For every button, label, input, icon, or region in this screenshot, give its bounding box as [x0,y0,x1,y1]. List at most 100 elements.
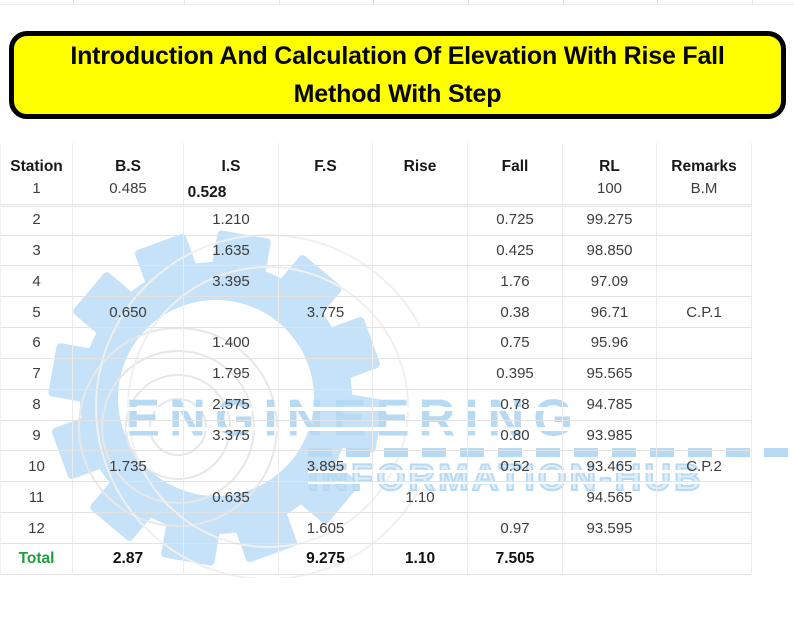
total-cell-fs[interactable]: 9.275 [279,543,373,575]
cell-station[interactable]: 3 [0,235,73,267]
cell-fall[interactable]: 0.725 [468,204,563,236]
cell-fs[interactable] [279,328,373,359]
cell-rl[interactable]: 97.09 [563,266,657,298]
total-cell-remarks[interactable] [657,543,752,575]
cell-station[interactable]: 11 [0,482,73,514]
cell-bs[interactable]: 0.485 [73,173,184,205]
cell-bs[interactable] [73,328,184,359]
cell-rise[interactable] [373,420,468,452]
cell-is[interactable]: 1.635 [184,235,279,267]
cell-rl[interactable]: 96.71 [563,297,657,329]
cell-is[interactable] [184,297,279,329]
cell-fall[interactable]: 0.425 [468,235,563,267]
cell-fall[interactable] [468,482,563,514]
cell-rl[interactable]: 95.96 [563,328,657,359]
cell-rl[interactable]: 95.565 [563,358,657,390]
cell-is[interactable] [184,513,279,544]
cell-bs[interactable] [73,266,184,298]
cell-fall[interactable]: 0.78 [468,389,563,421]
cell-fall[interactable]: 0.97 [468,513,563,544]
cell-remarks[interactable] [657,235,752,267]
cell-fall[interactable]: 0.75 [468,328,563,359]
cell-bs[interactable] [73,204,184,236]
cell-rl[interactable]: 93.985 [563,420,657,452]
cell-rl[interactable]: 93.465 [563,451,657,483]
cell-bs[interactable] [73,420,184,452]
cell-rise[interactable] [373,204,468,236]
cell-is[interactable]: 1.795 [184,358,279,390]
cell-fall[interactable]: 0.38 [468,297,563,329]
cell-remarks[interactable] [657,420,752,452]
cell-remarks[interactable] [657,482,752,514]
cell-fs[interactable] [279,235,373,267]
cell-station[interactable]: 4 [0,266,73,298]
cell-remarks[interactable] [657,513,752,544]
cell-remarks[interactable]: B.M [657,173,752,205]
cell-fall[interactable]: 1.76 [468,266,563,298]
cell-station[interactable]: 5 [0,297,73,329]
cell-fall[interactable]: 0.52 [468,451,563,483]
cell-fs[interactable] [279,204,373,236]
cell-rl[interactable]: 93.595 [563,513,657,544]
cell-fs[interactable] [279,266,373,298]
cell-station[interactable]: 9 [0,420,73,452]
cell-remarks[interactable]: C.P.1 [657,297,752,329]
cell-is[interactable]: 2.575 [184,389,279,421]
cell-is[interactable]: 1.210 [184,204,279,236]
cell-is[interactable]: 3.395 [184,266,279,298]
cell-is[interactable]: 0.635 [184,482,279,514]
cell-fall[interactable]: 0.395 [468,358,563,390]
cell-remarks[interactable] [657,204,752,236]
cell-station[interactable]: 12 [0,513,73,544]
cell-station[interactable]: 7 [0,358,73,390]
cell-fs[interactable]: 1.605 [279,513,373,544]
cell-rl[interactable]: 100 [563,173,657,205]
cell-rise[interactable] [373,358,468,390]
cell-is[interactable]: 1.400 [184,328,279,359]
cell-rise[interactable] [373,513,468,544]
cell-remarks[interactable]: C.P.2 [657,451,752,483]
total-cell-fall[interactable]: 7.505 [468,543,563,575]
cell-rise[interactable] [373,266,468,298]
cell-fall[interactable]: 0.80 [468,420,563,452]
total-cell-rise[interactable]: 1.10 [373,543,468,575]
total-cell-bs[interactable]: 2.87 [73,543,184,575]
total-cell-is[interactable] [184,543,279,575]
cell-rise[interactable] [373,389,468,421]
cell-bs[interactable] [73,235,184,267]
cell-rise[interactable]: 1.10 [373,482,468,514]
column-header-is[interactable]: I.S 0.528 [184,143,279,207]
cell-rise[interactable] [373,235,468,267]
cell-rl[interactable]: 94.785 [563,389,657,421]
cell-remarks[interactable] [657,358,752,390]
cell-bs[interactable] [73,358,184,390]
cell-fs[interactable] [279,358,373,390]
cell-is[interactable]: 3.375 [184,420,279,452]
cell-rl[interactable]: 94.565 [563,482,657,514]
cell-station[interactable]: 6 [0,328,73,359]
total-cell-station[interactable]: Total [0,543,73,575]
cell-bs[interactable]: 1.735 [73,451,184,483]
cell-fall[interactable] [468,173,563,205]
cell-bs[interactable]: 0.650 [73,297,184,329]
cell-rl[interactable]: 99.275 [563,204,657,236]
cell-station[interactable]: 1 [0,173,73,205]
cell-remarks[interactable] [657,266,752,298]
cell-rl[interactable]: 98.850 [563,235,657,267]
cell-bs[interactable] [73,513,184,544]
cell-rise[interactable] [373,328,468,359]
total-cell-rl[interactable] [563,543,657,575]
cell-fs[interactable] [279,420,373,452]
cell-bs[interactable] [73,389,184,421]
cell-rise[interactable] [373,451,468,483]
cell-is[interactable] [184,451,279,483]
cell-station[interactable]: 10 [0,451,73,483]
cell-is[interactable] [184,173,279,205]
cell-rise[interactable] [373,173,468,205]
cell-remarks[interactable] [657,328,752,359]
cell-rise[interactable] [373,297,468,329]
cell-remarks[interactable] [657,389,752,421]
cell-bs[interactable] [73,482,184,514]
cell-fs[interactable]: 3.895 [279,451,373,483]
cell-fs[interactable] [279,389,373,421]
